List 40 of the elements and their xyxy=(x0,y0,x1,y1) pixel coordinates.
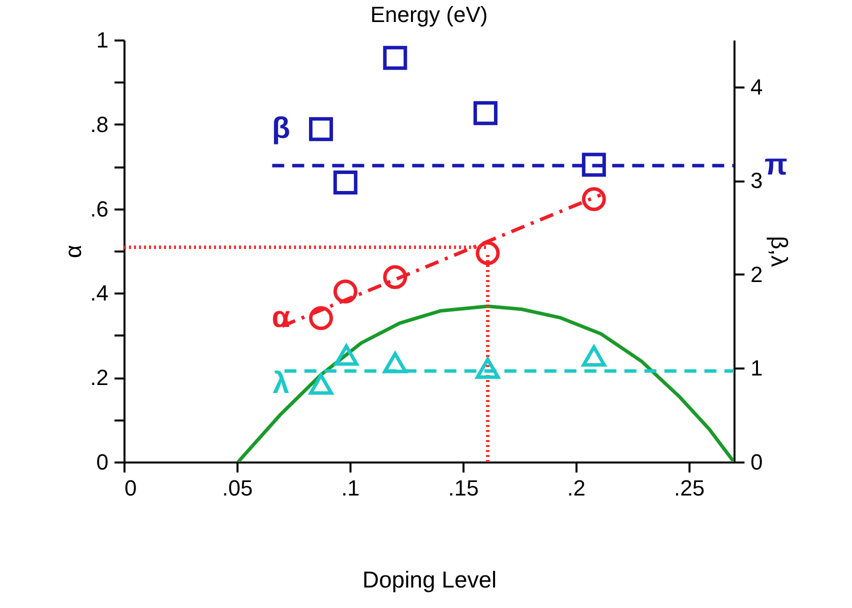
point xyxy=(333,280,358,304)
series-label: π xyxy=(764,148,788,182)
y-tick-label: 1 xyxy=(96,28,108,52)
chart-title: Energy (eV) xyxy=(370,2,488,27)
x-tick-label: .05 xyxy=(222,476,253,500)
point xyxy=(383,46,408,70)
y2-tick-label: 2 xyxy=(750,262,763,287)
point xyxy=(334,344,358,366)
x-tick-label: 0 xyxy=(124,476,137,500)
point xyxy=(582,187,606,212)
y-tick-label: .8 xyxy=(90,112,108,137)
x-axis-title: Doping Level xyxy=(362,566,497,592)
point xyxy=(383,265,408,290)
y2-tick-label: 1 xyxy=(750,356,763,381)
y-tick-label: .6 xyxy=(90,196,108,222)
series-label: β xyxy=(272,112,290,146)
point xyxy=(476,358,500,379)
y2-axis-title: β,λ xyxy=(766,236,793,268)
x-tick-label: .15 xyxy=(448,476,479,500)
y-tick-label: 0 xyxy=(96,450,108,474)
point xyxy=(383,352,408,374)
x-tick-label: .1 xyxy=(341,476,360,500)
point xyxy=(582,345,606,367)
y2-tick-label: 0 xyxy=(750,450,763,474)
y2-tick-label: 4 xyxy=(750,74,763,100)
series-label: λ xyxy=(272,367,290,400)
point xyxy=(476,241,500,266)
y-tick-label: .2 xyxy=(90,365,108,390)
point xyxy=(309,117,334,142)
x-tick-label: .2 xyxy=(567,476,586,500)
y-axis-title: α xyxy=(60,244,86,258)
point xyxy=(309,374,334,395)
point xyxy=(309,306,334,330)
y2-tick-label: 3 xyxy=(750,168,763,194)
line-series xyxy=(236,304,734,462)
point xyxy=(333,170,358,195)
point xyxy=(582,152,606,177)
x-tick-label: .25 xyxy=(674,476,705,500)
point xyxy=(473,101,498,126)
y-tick-label: .4 xyxy=(90,280,108,306)
